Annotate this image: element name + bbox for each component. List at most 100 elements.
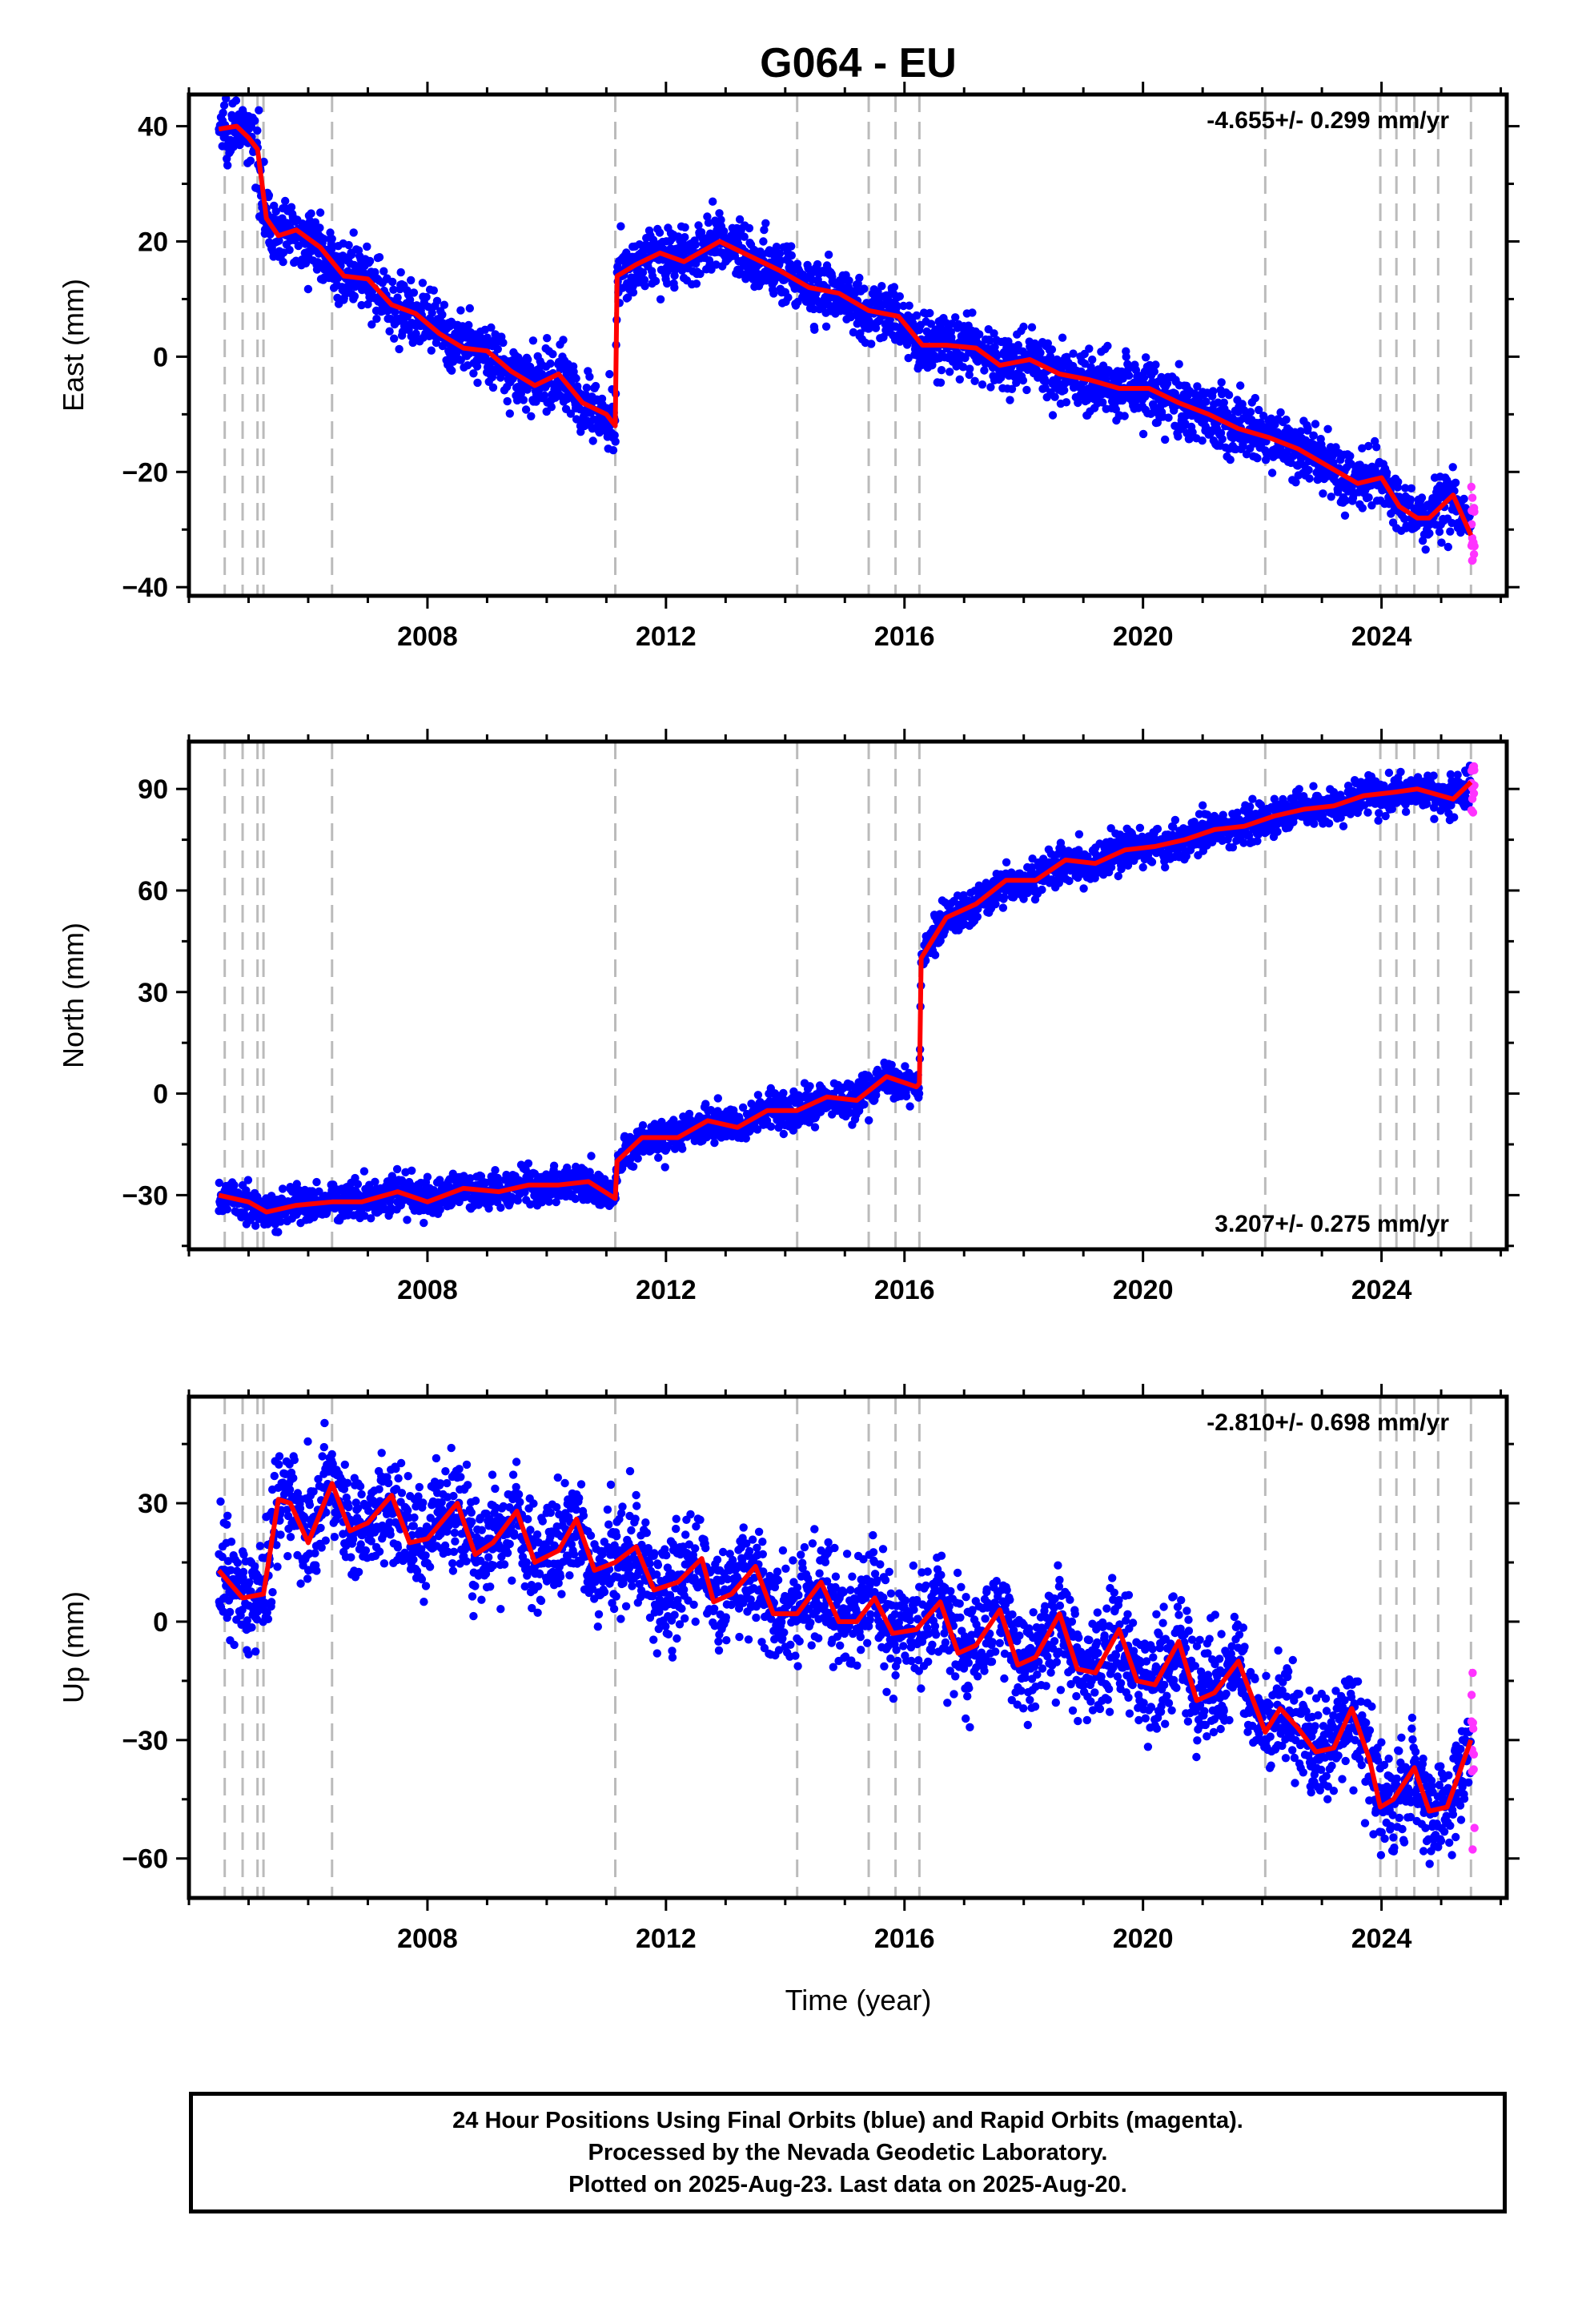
data-point xyxy=(849,328,858,337)
data-point xyxy=(1319,489,1327,498)
data-point xyxy=(990,329,998,338)
data-point xyxy=(1098,398,1107,407)
data-point xyxy=(947,320,957,328)
data-point xyxy=(912,311,921,320)
data-point xyxy=(540,391,549,400)
data-point xyxy=(1364,493,1373,502)
data-point xyxy=(663,279,672,288)
model-line xyxy=(218,123,1474,537)
data-point xyxy=(1085,344,1094,353)
data-point xyxy=(1443,542,1453,552)
data-point xyxy=(438,310,447,320)
data-point xyxy=(408,1166,416,1176)
data-point xyxy=(1217,378,1226,387)
data-point xyxy=(713,1094,722,1103)
data-point xyxy=(926,308,934,318)
data-point xyxy=(809,304,818,314)
data-point xyxy=(512,396,522,405)
data-point xyxy=(1174,432,1182,441)
x-tick-label: 2016 xyxy=(874,621,935,652)
data-point xyxy=(638,1121,648,1130)
data-point xyxy=(215,1178,223,1188)
data-point xyxy=(396,267,405,277)
data-point xyxy=(905,301,913,310)
data-point xyxy=(1174,360,1183,368)
data-point xyxy=(701,1100,710,1108)
data-point xyxy=(1447,518,1456,528)
data-point xyxy=(669,1116,678,1124)
data-point xyxy=(1305,474,1314,483)
data-point xyxy=(1399,514,1409,523)
data-point xyxy=(1198,436,1207,445)
data-point xyxy=(1417,493,1427,502)
data-point xyxy=(914,1089,924,1098)
x-tick-label: 2020 xyxy=(1113,621,1174,652)
data-point xyxy=(772,243,781,251)
data-point xyxy=(1022,385,1031,395)
data-point xyxy=(472,362,482,371)
data-point xyxy=(464,320,473,330)
data-point xyxy=(769,289,778,298)
data-point xyxy=(624,293,632,302)
data-point xyxy=(1226,455,1235,464)
y-axis-label: East (mm) xyxy=(57,279,90,412)
data-point xyxy=(591,381,600,391)
data-point xyxy=(375,253,384,262)
data-point xyxy=(420,1218,428,1228)
data-point xyxy=(640,282,649,291)
data-point xyxy=(986,383,995,392)
data-point xyxy=(357,300,366,310)
data-point xyxy=(738,1103,748,1112)
data-point xyxy=(978,380,987,389)
data-point xyxy=(1406,495,1415,504)
data-point xyxy=(741,1134,750,1143)
data-point xyxy=(327,235,336,243)
data-point xyxy=(901,1062,909,1071)
data-point xyxy=(661,1163,669,1172)
data-point xyxy=(1311,420,1320,428)
data-point xyxy=(633,1154,642,1163)
data-point xyxy=(544,1197,553,1206)
data-point xyxy=(281,196,290,206)
data-point xyxy=(759,237,768,246)
data-point xyxy=(315,223,324,232)
rapid-point xyxy=(1467,482,1476,492)
data-point xyxy=(664,1141,673,1151)
data-point xyxy=(937,366,946,375)
data-point xyxy=(1047,345,1057,354)
rapid-point xyxy=(1468,556,1477,565)
data-point xyxy=(418,279,428,287)
data-point xyxy=(1401,484,1410,493)
data-point xyxy=(810,325,819,334)
data-point xyxy=(760,225,769,235)
data-point xyxy=(524,1159,533,1168)
figure-title: G064 - EU xyxy=(760,40,957,86)
data-point xyxy=(946,368,954,376)
data-point xyxy=(294,241,303,251)
data-point xyxy=(387,1172,396,1180)
data-point xyxy=(968,308,977,317)
data-point xyxy=(1202,397,1211,406)
data-point xyxy=(1407,484,1416,493)
data-point xyxy=(412,329,420,338)
data-point xyxy=(808,275,817,284)
data-point xyxy=(655,228,665,237)
data-point xyxy=(720,227,729,235)
data-point xyxy=(528,336,538,345)
data-point xyxy=(231,96,241,105)
data-point xyxy=(1007,384,1017,393)
data-point xyxy=(1367,501,1376,510)
data-point xyxy=(1238,400,1247,408)
data-point xyxy=(712,260,721,269)
data-point xyxy=(628,288,638,297)
data-point xyxy=(315,1187,323,1196)
data-point xyxy=(1418,537,1427,545)
data-point xyxy=(326,228,335,237)
data-point xyxy=(991,899,1000,909)
data-point xyxy=(1193,382,1202,391)
data-point xyxy=(1139,373,1149,382)
data-point xyxy=(904,353,913,363)
data-point xyxy=(610,431,619,440)
data-point xyxy=(1124,371,1134,380)
data-point xyxy=(1120,412,1129,420)
